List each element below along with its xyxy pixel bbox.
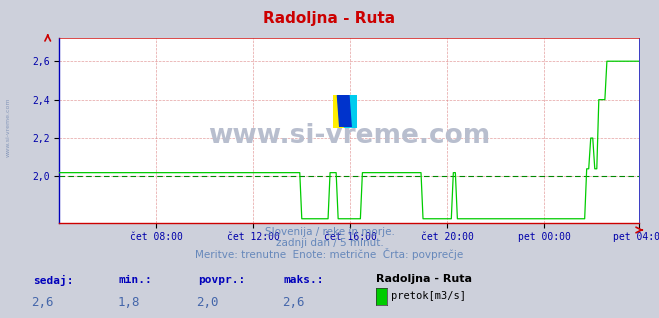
Polygon shape: [337, 95, 351, 127]
Text: Meritve: trenutne  Enote: metrične  Črta: povprečje: Meritve: trenutne Enote: metrične Črta: …: [195, 248, 464, 260]
Text: 2,6: 2,6: [282, 296, 304, 309]
Text: pretok[m3/s]: pretok[m3/s]: [391, 291, 467, 301]
Text: Radoljna - Ruta: Radoljna - Ruta: [264, 11, 395, 26]
Text: 2,6: 2,6: [32, 296, 54, 309]
Text: 1,8: 1,8: [117, 296, 140, 309]
Text: povpr.:: povpr.:: [198, 275, 245, 285]
Text: maks.:: maks.:: [283, 275, 324, 285]
Text: min.:: min.:: [119, 275, 152, 285]
Text: zadnji dan / 5 minut.: zadnji dan / 5 minut.: [275, 238, 384, 247]
Text: sedaj:: sedaj:: [33, 275, 73, 286]
Text: www.si-vreme.com: www.si-vreme.com: [208, 123, 490, 149]
Text: Radoljna - Ruta: Radoljna - Ruta: [376, 274, 472, 284]
Text: 2,0: 2,0: [196, 296, 219, 309]
Text: Slovenija / reke in morje.: Slovenija / reke in morje.: [264, 227, 395, 237]
Text: www.si-vreme.com: www.si-vreme.com: [5, 97, 11, 157]
